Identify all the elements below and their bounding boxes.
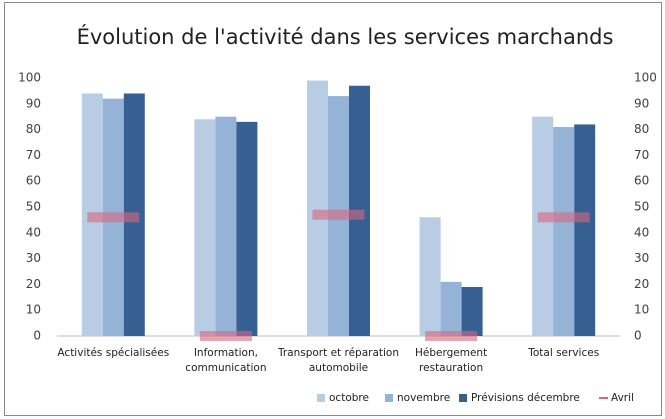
- bar: [532, 116, 554, 336]
- legend-label: Avril: [611, 392, 634, 404]
- bar: [574, 124, 596, 336]
- legend-swatch: [459, 394, 467, 402]
- y-tick-label: 80: [26, 122, 41, 136]
- x-tick-label: Total services: [527, 347, 599, 359]
- y2-tick-label: 90: [634, 96, 649, 110]
- bar: [419, 217, 441, 336]
- legend-label: novembre: [397, 392, 450, 404]
- bar: [553, 127, 575, 337]
- marker: [87, 212, 140, 223]
- y-tick-label: 10: [26, 303, 41, 317]
- y-tick-label: 0: [33, 329, 41, 343]
- bar: [440, 281, 462, 336]
- y2-tick-label: 50: [634, 200, 649, 214]
- y-tick-label: 30: [26, 251, 41, 265]
- y2-tick-label: 70: [634, 148, 649, 162]
- y-tick-label: 40: [26, 225, 41, 239]
- marker: [425, 331, 478, 341]
- y2-tick-label: 10: [634, 303, 649, 317]
- chart-title: Évolution de l'activité dans les service…: [77, 24, 614, 49]
- bar: [461, 286, 483, 336]
- y2-tick-label: 20: [634, 277, 649, 291]
- x-tick-label: Information, communication: [185, 347, 266, 374]
- y2-tick-label: 60: [634, 174, 649, 188]
- y2-tick-label: 0: [634, 329, 642, 343]
- x-tick-label: Hébergement restauration: [415, 347, 487, 374]
- bar: [236, 121, 258, 336]
- y-tick-label: 50: [26, 200, 41, 214]
- legend-label: octobre: [329, 392, 369, 404]
- marker: [312, 209, 365, 220]
- bar: [215, 116, 237, 336]
- x-tick-label: Activités spécialisées: [57, 347, 169, 359]
- y2-tick-label: 40: [634, 225, 649, 239]
- legend-label: Prévisions décembre: [471, 392, 580, 404]
- y-tick-label: 90: [26, 96, 41, 110]
- y-tick-label: 100: [18, 71, 41, 85]
- marker: [537, 212, 590, 223]
- y2-tick-label: 100: [634, 71, 657, 85]
- y-tick-label: 60: [26, 174, 41, 188]
- y-tick-label: 20: [26, 277, 41, 291]
- x-tick-label: Transport et réparation automobile: [277, 347, 399, 374]
- y-tick-label: 70: [26, 148, 41, 162]
- bar: [194, 119, 216, 336]
- y2-tick-label: 80: [634, 122, 649, 136]
- legend-swatch: [385, 394, 393, 402]
- marker: [199, 331, 252, 341]
- legend-swatch: [317, 394, 325, 402]
- y2-tick-label: 30: [634, 251, 649, 265]
- bar: [307, 80, 328, 336]
